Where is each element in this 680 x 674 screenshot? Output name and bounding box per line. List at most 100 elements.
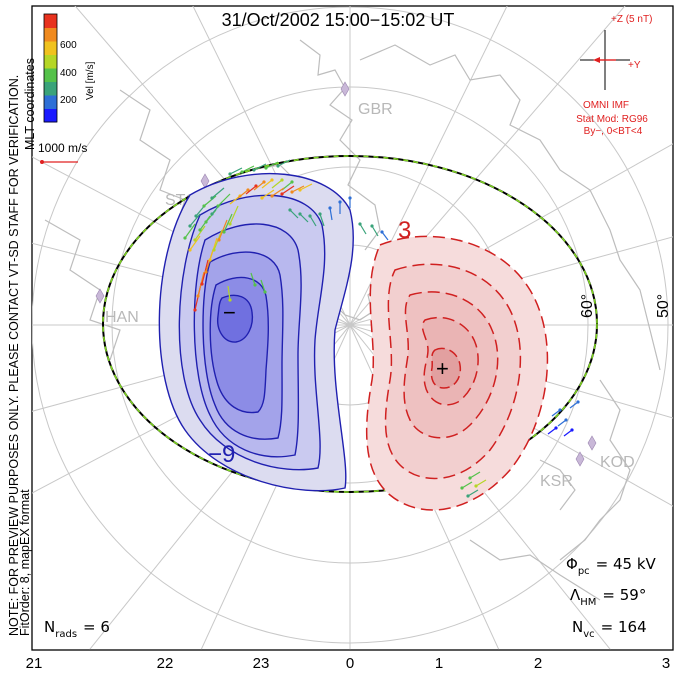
colorbar-segment (44, 27, 57, 42)
velocity-vector-origin (246, 188, 250, 192)
colorbar-tick-600: 600 (60, 40, 77, 51)
colorbar-segment (44, 68, 57, 82)
velocity-vector-origin (264, 166, 268, 170)
velocity-vector (309, 215, 317, 227)
imf-z-label: +Z (5 nT) (611, 14, 652, 25)
velocity-vectors (183, 159, 580, 498)
velocity-vector (223, 213, 233, 233)
hm-boundary-overlay (102, 155, 598, 493)
contour-label-positive: 3 (398, 217, 411, 244)
velocity-vector (329, 207, 333, 221)
radar-count: Nrads = 6 (44, 618, 110, 640)
velocity-vector-origin (193, 308, 197, 312)
velocity-vector-origin (460, 486, 464, 490)
fit-statistics: Φpc = 45 kV ΛHM = 59° Nvc = 164 Nrads = 6 (44, 555, 657, 640)
velocity-vector-origin (328, 206, 332, 210)
imf-clock: +Z (5 nT) +Y OMNI IMF Stat Mod: RG96 By−… (576, 14, 652, 137)
velocity-vector-origin (204, 270, 208, 274)
colorbar-segment (44, 14, 57, 28)
mlt-axis: 21 22 23 0 1 2 3 (26, 649, 673, 672)
velocity-vector (277, 159, 291, 167)
velocity-vector-origin (263, 290, 267, 294)
potential-minimum-mark: − (223, 300, 236, 325)
velocity-vector (261, 179, 273, 189)
colorbar-segment (44, 41, 57, 55)
velocity-vector-origin (222, 230, 226, 234)
velocity-vector-origin (474, 484, 478, 488)
velocity-vector-origin (216, 204, 220, 208)
velocity-vector-origin (298, 212, 302, 216)
mlt-tick-2: 2 (534, 655, 542, 672)
velocity-vector (291, 185, 305, 193)
velocity-vector (184, 223, 196, 239)
mlt-tick-23: 23 (253, 655, 270, 672)
velocity-vector (551, 409, 561, 417)
velocity-vector-origin (308, 214, 312, 218)
velocity-vector (547, 427, 557, 435)
reference-vector: 1000 m/s (38, 141, 87, 164)
velocity-vector (271, 179, 283, 189)
mlt-tick-21: 21 (26, 655, 43, 672)
velocity-vector-origin (253, 283, 257, 287)
velocity-vector (218, 219, 228, 241)
imf-source: OMNI IMF (583, 100, 629, 111)
velocity-vector (557, 419, 567, 427)
velocity-vector-origin (558, 408, 562, 412)
velocity-vector-origin (576, 400, 580, 404)
station-markers (95, 81, 597, 467)
mlt-tick-3: 3 (662, 655, 670, 672)
velocity-vector-origin (198, 228, 202, 232)
velocity-vector (289, 209, 299, 219)
colorbar-segment (44, 54, 57, 69)
velocity-vector-origin (210, 212, 214, 216)
velocity-vector (217, 193, 231, 207)
velocity-vector (359, 223, 367, 235)
velocity-vector-origin (288, 208, 292, 212)
mlt-tick-0: 0 (346, 655, 354, 672)
velocity-vector-origin (348, 196, 352, 200)
mlt-tick-1: 1 (435, 655, 443, 672)
velocity-vector-origin (270, 194, 274, 198)
contour-label-negative: −9 (208, 441, 235, 468)
velocity-vector (250, 272, 256, 286)
coordinates-label: MLT coordinates (23, 58, 37, 150)
imf-y-label: +Y (628, 60, 641, 71)
velocity-vector (211, 187, 225, 199)
velocity-vector-origin (290, 190, 294, 194)
velocity-vector-origin (270, 178, 274, 182)
velocity-vector-origin (208, 258, 212, 262)
negative-potential-cell (158, 172, 354, 492)
positive-potential-cell (365, 235, 549, 511)
imf-stat-model: Stat Mod: RG96 (576, 114, 648, 125)
velocity-vector-origin (228, 222, 232, 226)
station-han: HAN (105, 309, 139, 326)
velocity-vector (319, 213, 325, 227)
velocity-vector-origin (240, 170, 244, 174)
cross-polar-potential: Φpc = 45 kV (566, 555, 657, 577)
velocity-vector-origin (290, 180, 294, 184)
velocity-vector (241, 165, 255, 173)
station-kod: KOD (600, 454, 635, 471)
velocity-vector-origin (228, 172, 232, 176)
velocity-vector (563, 429, 573, 437)
velocity-vector-origin (204, 220, 208, 224)
velocity-vector-origin (280, 178, 284, 182)
velocity-vector (381, 231, 389, 241)
velocity-vector-origin (228, 298, 232, 302)
velocity-vector (253, 181, 265, 191)
vector-count: Nvc = 164 (572, 618, 647, 640)
velocity-vector (227, 285, 231, 301)
velocity-vector (189, 213, 201, 227)
potential-maximum-mark: + (436, 356, 449, 381)
velocity-vector-origin (196, 294, 200, 298)
velocity-vector-origin (254, 184, 258, 188)
velocity-vector (261, 189, 275, 199)
velocity-vector-origin (188, 224, 192, 228)
velocity-vector-origin (217, 238, 221, 242)
hm-latitude: ΛHM = 59° (570, 586, 646, 608)
map-title: 31/Oct/2002 15:00−15:02 UT (222, 10, 455, 30)
reference-vector-label: 1000 m/s (38, 141, 87, 155)
velocity-vector-origin (212, 248, 216, 252)
velocity-colorbar: 600 400 200 Vel [m/s] (43, 13, 96, 123)
